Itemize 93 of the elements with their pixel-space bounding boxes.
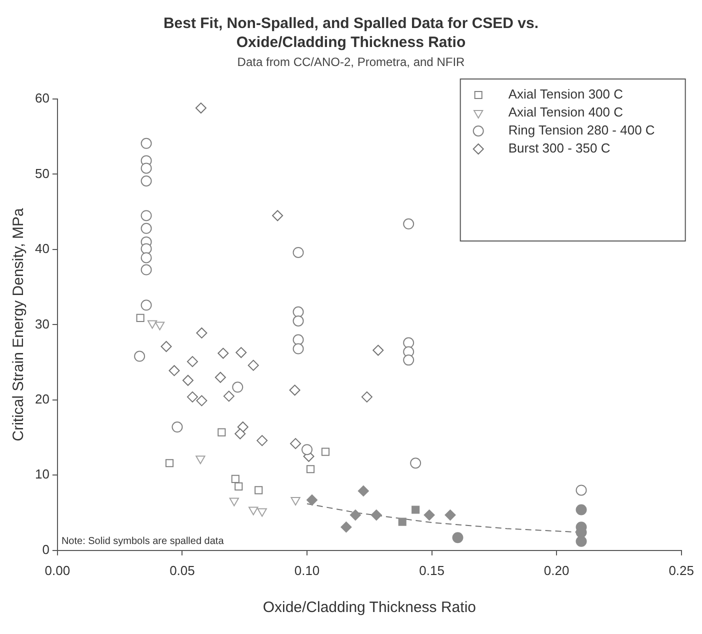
- point: [214, 372, 226, 383]
- y-tick-label: 60: [34, 90, 50, 106]
- y-tick-label: 0: [42, 542, 50, 557]
- point: [576, 504, 587, 516]
- y-tick-label: 40: [34, 241, 50, 256]
- point: [306, 494, 318, 506]
- point: [290, 438, 302, 450]
- point: [234, 428, 246, 440]
- y-axis-title: Critical Strain Energy Density, MPa: [10, 207, 28, 442]
- y-tick-label: 20: [34, 392, 50, 407]
- point: [254, 486, 263, 494]
- point: [140, 300, 152, 311]
- point: [195, 102, 206, 114]
- point: [218, 348, 229, 359]
- annotation: Note: Solid symbols are spalled data: [61, 536, 224, 548]
- point: [140, 252, 152, 264]
- point: [292, 246, 304, 258]
- x-tick-label: 0.20: [544, 562, 570, 578]
- x-axis-title: Oxide/Cladding Thickness Ratio: [262, 599, 476, 616]
- legend-label: Axial Tension 300 C: [508, 86, 624, 102]
- point: [248, 506, 258, 516]
- point: [289, 384, 300, 396]
- point: [196, 327, 208, 338]
- point: [290, 496, 300, 506]
- y-tick-label: 10: [34, 466, 50, 482]
- point: [302, 444, 313, 456]
- point: [223, 390, 234, 402]
- x-tick-label: 0.15: [419, 562, 444, 578]
- point: [232, 382, 244, 393]
- point: [234, 482, 243, 490]
- point: [370, 510, 382, 521]
- point: [237, 422, 248, 433]
- y-tick-label: 50: [34, 166, 50, 181]
- point: [196, 456, 206, 464]
- legend-label: Burst 300 - 350 C: [508, 140, 610, 156]
- point: [412, 506, 420, 514]
- point: [576, 484, 587, 496]
- point: [231, 474, 240, 483]
- point: [186, 391, 198, 402]
- point: [272, 210, 284, 222]
- legend-label: Ring Tension 280 - 400 C: [508, 122, 655, 138]
- x-tick-label: 0.25: [668, 562, 694, 578]
- point: [403, 354, 414, 366]
- point: [147, 320, 158, 329]
- legend-label: Axial Tension 400 C: [508, 104, 624, 120]
- point: [452, 532, 464, 544]
- point: [140, 176, 152, 187]
- point: [218, 428, 226, 436]
- point: [196, 395, 208, 406]
- point: [186, 356, 198, 368]
- point: [140, 210, 152, 222]
- y-tick-label: 30: [34, 316, 50, 332]
- point: [140, 138, 152, 149]
- point: [168, 365, 180, 376]
- point: [140, 222, 152, 234]
- point: [140, 264, 152, 276]
- x-tick-label: 0.10: [294, 562, 320, 578]
- point: [256, 435, 268, 446]
- point: [292, 315, 304, 326]
- point: [134, 350, 146, 362]
- point: [236, 347, 247, 358]
- point: [160, 341, 172, 352]
- point: [182, 374, 194, 386]
- point: [257, 508, 267, 517]
- point: [372, 344, 384, 356]
- x-tick-label: 0.00: [44, 562, 70, 578]
- point: [136, 314, 144, 322]
- point: [410, 458, 422, 469]
- point: [444, 510, 456, 521]
- chart-subtitle: Data from CC/ANO-2, Prometra, and NFIR: [236, 55, 466, 69]
- point: [576, 536, 587, 547]
- point: [229, 498, 239, 506]
- point: [350, 510, 361, 521]
- point: [292, 306, 304, 318]
- point: [292, 334, 304, 346]
- point: [340, 522, 352, 533]
- point: [403, 337, 414, 348]
- x-tick-label: 0.05: [170, 562, 195, 578]
- point: [140, 243, 152, 254]
- point: [398, 518, 406, 526]
- point: [321, 448, 330, 456]
- point: [358, 485, 369, 496]
- point: [172, 422, 183, 433]
- point: [306, 465, 315, 474]
- point: [361, 391, 372, 402]
- point: [424, 510, 435, 521]
- chart-title: Best Fit, Non-Spalled, and Spalled Data for CSED vs. Oxide/Cladding Thickness Ratio: [162, 14, 540, 52]
- point: [165, 459, 174, 468]
- point: [154, 322, 165, 330]
- point: [140, 162, 152, 174]
- point: [248, 360, 259, 371]
- point: [403, 218, 414, 230]
- point: [292, 343, 304, 354]
